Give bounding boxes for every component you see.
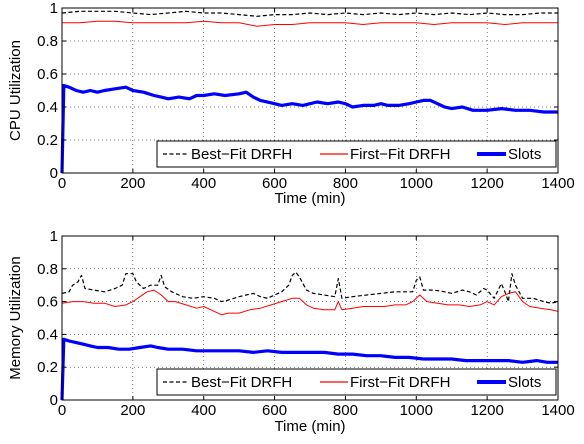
memory-y-axis-label: Memory Utilization: [7, 256, 24, 379]
cpu-series-best-fit-drfh-line: [61, 10, 558, 17]
cpu-y-tick-label-0-4: 0.4: [37, 99, 58, 116]
memory-x-tick-label-1000: 1000: [400, 402, 433, 419]
memory-utilization-panel: 0 200 400 600 800 1000 1200 140000.20.40.60.81 …: [7, 228, 575, 435]
cpu-x-tick-label-0: 0: [58, 175, 66, 192]
cpu-x-tick-label-800: 800: [333, 175, 358, 192]
memory-x-tick-label-200: 200: [120, 402, 145, 419]
cpu-series-first-fit-drfh-line: [62, 20, 558, 27]
memory-x-tick-label-800: 800: [333, 402, 358, 419]
cpu-y-tick-label-0-6: 0.6: [37, 66, 58, 83]
cpu-y-tick-label-1: 1: [50, 0, 58, 17]
cpu-legend: Best−Fit DRFH First−Fit DRFH Slots: [156, 140, 557, 168]
memory-x-tick-label-600: 600: [262, 402, 287, 419]
memory-y-tick-label-0-4: 0.4: [37, 326, 58, 343]
cpu-axes: 0 200 400 600 800 1000 1200 1400 0 0.2 0.4 0.6 0.8 1: [37, 0, 575, 192]
memory-y-tick-label-0-8: 0.8: [37, 261, 58, 278]
cpu-y-axis-label: CPU Utilization: [7, 40, 24, 141]
cpu-x-tick-label-1200: 1200: [470, 175, 503, 192]
memory-axes: 0 200 400 600 800 1000 1200 1400 0 0.2 0.4 0.6 0.8 1: [37, 228, 575, 419]
memory-plot-frame: [61, 235, 559, 401]
cpu-series-lines: [60, 10, 558, 174]
memory-series-best-fit-drfh-line: [61, 271, 559, 304]
cpu-legend-label-slots: Slots: [508, 146, 541, 163]
cpu-x-tick-label-400: 400: [191, 175, 216, 192]
cpu-x-tick-label-1000: 1000: [400, 175, 433, 192]
cpu-y-tick-label-0: 0: [50, 165, 58, 182]
cpu-x-tick-label-600: 600: [262, 175, 287, 192]
memory-legend-label-slots: Slots: [508, 374, 541, 391]
memory-legend-label-first-fit: First−Fit DRFH: [350, 374, 450, 391]
cpu-gridlines: [62, 8, 558, 173]
cpu-x-tick-label-200: 200: [120, 175, 145, 192]
cpu-x-tick-label-1400: 1400: [541, 175, 574, 192]
memory-series-slots-line: [60, 337, 558, 401]
memory-x-tick-label-1400: 1400: [541, 402, 574, 419]
cpu-x-axis-label: Time (min): [274, 190, 345, 207]
cpu-legend-label-first-fit: First−Fit DRFH: [350, 146, 450, 163]
memory-x-axis-label: Time (min): [274, 418, 345, 435]
memory-x-tick-label-400: 400: [191, 402, 216, 419]
cpu-legend-label-best-fit: Best−Fit DRFH: [191, 146, 292, 163]
cpu-y-tick-label-0-2: 0.2: [37, 132, 58, 149]
memory-legend: Best−Fit DRFH First−Fit DRFH Slots: [156, 368, 557, 396]
cpu-y-tick-label-0-8: 0.8: [37, 33, 58, 50]
memory-y-tick-label-0: 0: [50, 392, 58, 409]
memory-y-tick-label-0-6: 0.6: [37, 294, 58, 311]
memory-x-tick-label-0: 0: [58, 402, 66, 419]
memory-series-first-fit-drfh-line: [61, 289, 559, 316]
cpu-series-slots-line: [60, 83, 558, 174]
memory-x-tick-label-1200: 1200: [470, 402, 503, 419]
memory-y-tick-label-1: 1: [50, 228, 58, 245]
cpu-plot-frame: [61, 7, 559, 174]
cpu-utilization-panel: 0 200 400 600 800 1000 1200 140000.20.40.60.81 …: [7, 0, 575, 207]
memory-y-tick-label-0-2: 0.2: [37, 359, 58, 376]
memory-legend-label-best-fit: Best−Fit DRFH: [191, 374, 292, 391]
memory-series-lines: [60, 271, 559, 401]
